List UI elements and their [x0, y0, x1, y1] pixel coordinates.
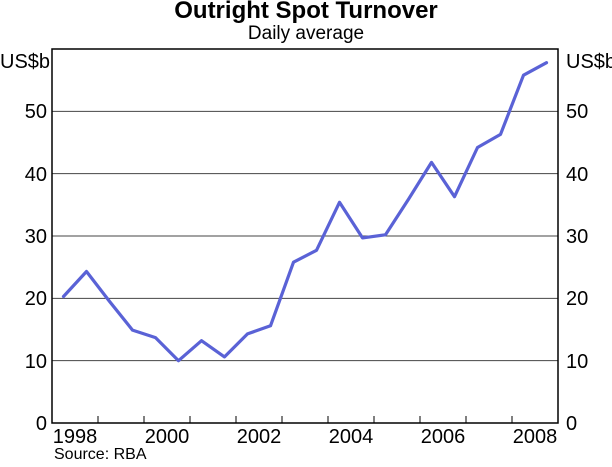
- y-axis-label-left: 50: [24, 101, 47, 124]
- plot-border: [51, 48, 559, 424]
- y-axis-label-left: 10: [24, 350, 47, 373]
- y-axis-label-left: 0: [35, 413, 47, 435]
- y-axis-label-right: 20: [566, 288, 589, 311]
- y-axis-label-right: 40: [566, 163, 589, 186]
- y-axis-unit-left: US$b: [0, 51, 51, 73]
- source-note: Source: RBA: [54, 446, 147, 463]
- chart-title: Outright Spot Turnover: [174, 0, 438, 24]
- x-axis-label: 2000: [144, 426, 190, 448]
- y-axis-label-right: 50: [566, 101, 589, 124]
- chart-subtitle: Daily average: [247, 23, 365, 44]
- y-axis-unit-right: US$b: [566, 51, 612, 73]
- y-axis-label-right: 10: [566, 350, 589, 373]
- x-axis-label: 2004: [328, 426, 374, 448]
- y-axis-label-right: 0: [566, 413, 578, 435]
- x-axis-label: 1998: [52, 426, 98, 448]
- y-axis-label-left: 20: [24, 288, 47, 311]
- turnover-line: [61, 61, 549, 363]
- x-axis-label: 2006: [420, 426, 466, 448]
- y-axis-label-left: 40: [24, 163, 47, 186]
- y-axis-label-right: 30: [566, 226, 589, 248]
- x-axis-label: 2008: [512, 426, 558, 448]
- x-axis-label: 2002: [236, 426, 282, 448]
- y-axis-label-left: 30: [24, 226, 47, 248]
